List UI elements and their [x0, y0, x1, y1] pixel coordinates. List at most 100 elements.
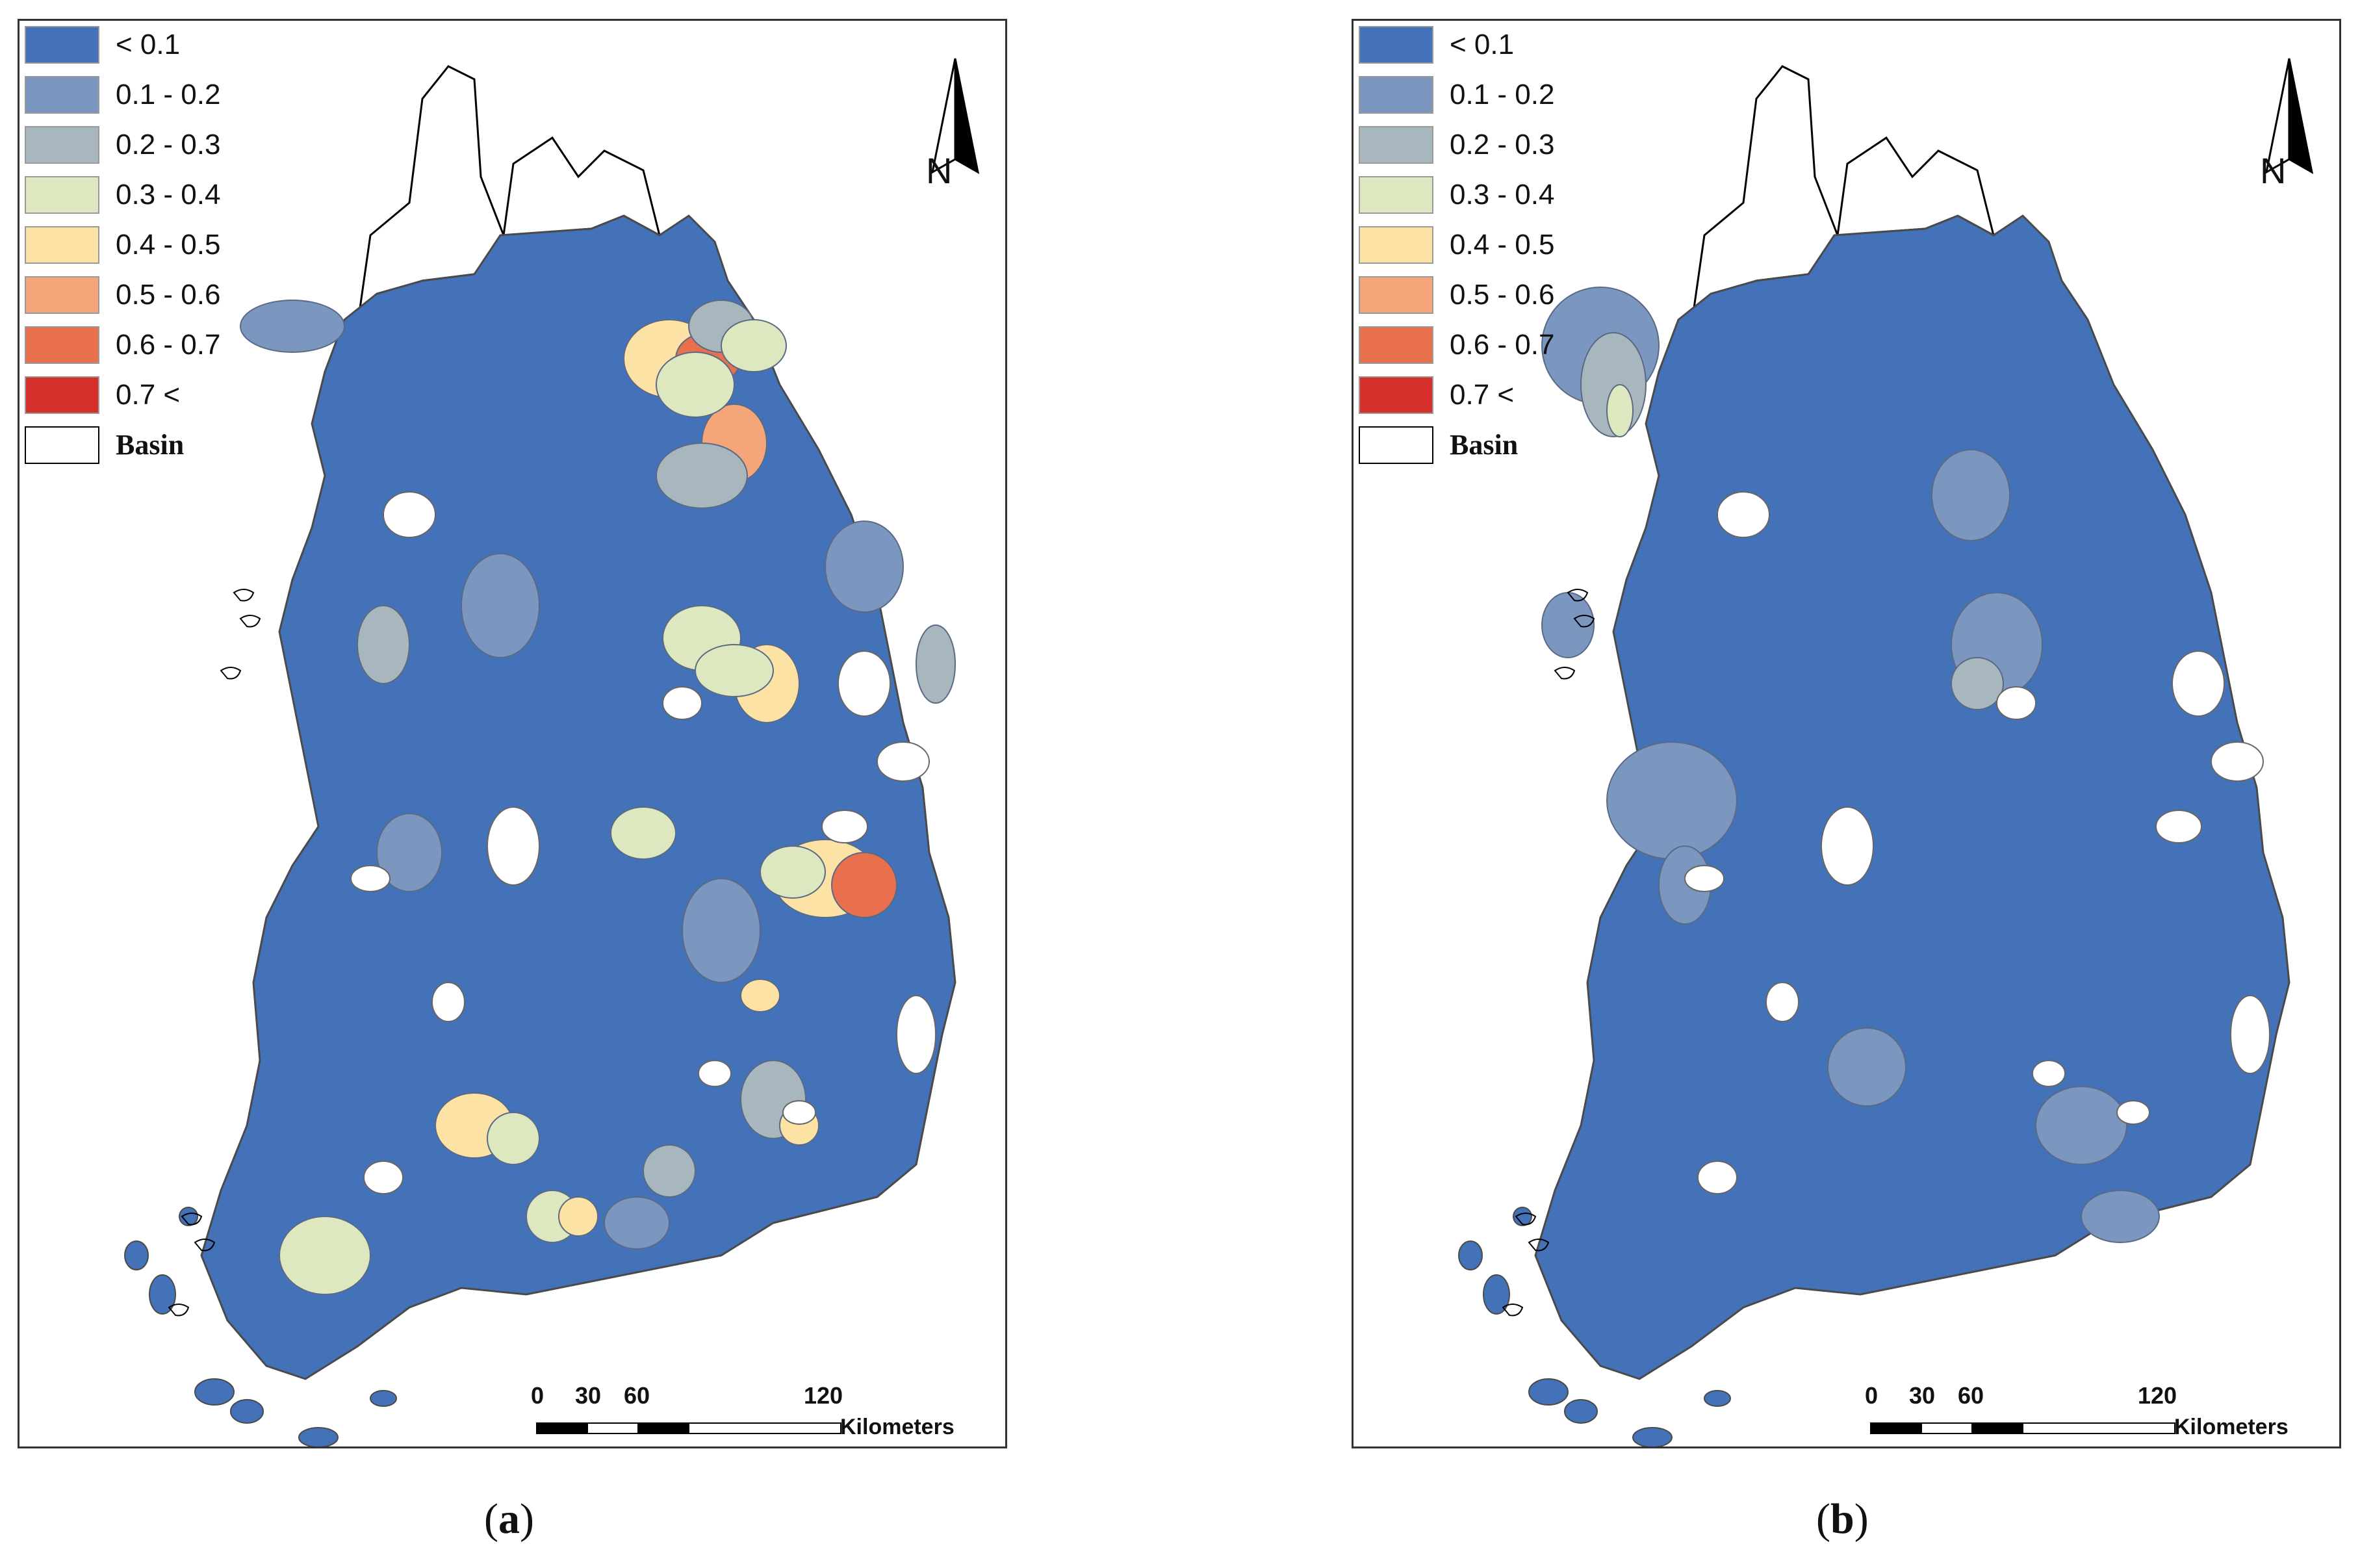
caption-open: ( [484, 1495, 498, 1543]
district-region [740, 979, 780, 1012]
legend-swatch [25, 126, 99, 164]
caption-a: (a) [484, 1495, 534, 1544]
island [149, 1274, 176, 1315]
scale-tick: 120 [2138, 1382, 2177, 1409]
district-region [357, 605, 410, 684]
scale-segment [1971, 1422, 2023, 1434]
north-label: N [926, 150, 953, 191]
scale-segment [1870, 1422, 1922, 1434]
basin-outline-north [502, 136, 661, 237]
district-region [656, 443, 748, 509]
legend-label: 0.7 < [116, 379, 181, 411]
district-region [1827, 1027, 1906, 1107]
district-region [1541, 592, 1595, 658]
island [1632, 1427, 1673, 1446]
basin-area [2211, 741, 2264, 782]
legend-swatch [25, 226, 99, 264]
legend-label: 0.1 - 0.2 [1450, 79, 1555, 110]
basin-area [2172, 650, 2225, 717]
coast-outline [239, 615, 261, 628]
island [194, 1378, 235, 1406]
coast-outline [1554, 667, 1576, 680]
scale-tick: 60 [624, 1382, 650, 1409]
district-region [604, 1196, 670, 1250]
legend-swatch [25, 326, 99, 364]
legend-swatch [25, 76, 99, 114]
coast-outline [233, 589, 255, 602]
basin-area [1697, 1161, 1738, 1194]
coast-outline [168, 1304, 190, 1317]
district-region [610, 806, 676, 860]
caption-letter: a [498, 1495, 520, 1543]
scale-tick: 120 [804, 1382, 843, 1409]
basin-area [782, 1100, 816, 1125]
legend-swatch [1359, 276, 1433, 314]
caption-b: (b) [1816, 1495, 1869, 1544]
scale-tick: 30 [1909, 1382, 1936, 1409]
legend-swatch [25, 376, 99, 414]
legend-swatch [1359, 226, 1433, 264]
scale-segment [688, 1422, 841, 1434]
district-region [721, 319, 787, 372]
island [1564, 1399, 1598, 1424]
legend-label: 0.5 - 0.6 [116, 279, 221, 311]
basin-area [1821, 806, 1874, 886]
district-region [831, 852, 897, 918]
basin-area [821, 810, 868, 843]
coast-outline [194, 1239, 216, 1252]
island [1528, 1378, 1569, 1406]
basin-area [363, 1161, 404, 1194]
island [1458, 1240, 1483, 1270]
district-region [461, 553, 540, 658]
scale-unit: Kilometers [840, 1415, 955, 1439]
legend-label: 0.3 - 0.4 [1450, 179, 1555, 211]
district-region [1931, 449, 2010, 541]
district-region [656, 352, 735, 418]
basin-outline-north [1836, 136, 1995, 237]
district-region [916, 624, 956, 704]
choropleth-map-a [124, 65, 956, 1446]
district-region [558, 1196, 598, 1237]
scale-tick: 0 [1865, 1382, 1879, 1409]
island [124, 1240, 149, 1270]
basin-area [838, 650, 891, 717]
coast-outline [1502, 1304, 1524, 1317]
scale-bar-a: 0 30 60 120 Kilometers [531, 1382, 1004, 1446]
scale-unit: Kilometers [2174, 1415, 2289, 1439]
legend-swatch [1359, 326, 1433, 364]
basin-area [877, 741, 930, 782]
legend-swatch [25, 176, 99, 214]
choropleth-map-b [1458, 65, 2290, 1446]
legend-label: 0.4 - 0.5 [116, 229, 221, 261]
district-region [1606, 384, 1634, 437]
district-region [1606, 741, 1738, 860]
coast-outline [1567, 589, 1589, 602]
basin-area [1765, 982, 1799, 1022]
basin-area [2116, 1100, 2150, 1125]
scale-segment [2022, 1422, 2175, 1434]
scale-bar-b: 0 30 60 120 Kilometers [1865, 1382, 2338, 1446]
basin-area [350, 865, 391, 892]
island [298, 1427, 339, 1446]
scale-tick: 60 [1958, 1382, 1984, 1409]
legend-swatch [1359, 76, 1433, 114]
basin-area [383, 491, 436, 538]
district-region [825, 521, 904, 613]
basin-area [431, 982, 465, 1022]
scale-segment [1921, 1422, 1973, 1434]
basin-area [2155, 810, 2202, 843]
legend-label: 0.4 - 0.5 [1450, 229, 1555, 261]
island [230, 1399, 264, 1424]
basin-area [698, 1060, 732, 1087]
island [1513, 1207, 1532, 1226]
scale-segment [637, 1422, 689, 1434]
legend-label: 0.6 - 0.7 [1450, 329, 1555, 361]
island [370, 1390, 397, 1407]
caption-letter: b [1830, 1495, 1854, 1543]
caption-close: ) [1854, 1495, 1869, 1543]
legend-swatch [1359, 26, 1433, 64]
legend-label: 0.2 - 0.3 [1450, 129, 1555, 161]
legend-label: 0.2 - 0.3 [116, 129, 221, 161]
scale-tick: 0 [531, 1382, 545, 1409]
district-region [643, 1144, 696, 1198]
